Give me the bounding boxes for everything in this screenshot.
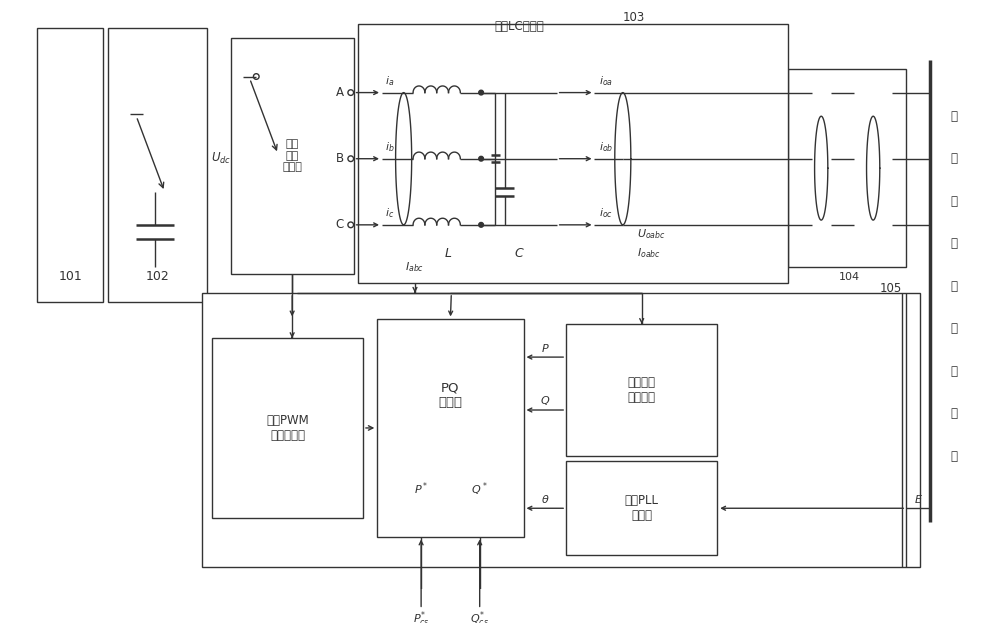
Text: $C$: $C$: [514, 247, 524, 260]
Text: B: B: [336, 152, 344, 165]
Bar: [566, 324, 717, 456]
Text: $P$: $P$: [541, 341, 549, 354]
Text: 第一功率
计算模块: 第一功率 计算模块: [628, 376, 656, 404]
Bar: [108, 28, 207, 302]
Text: 104: 104: [839, 272, 860, 282]
Text: 母: 母: [950, 407, 957, 421]
Text: $i_{ob}$: $i_{ob}$: [599, 140, 614, 155]
Circle shape: [479, 222, 483, 227]
Text: 线: 线: [950, 450, 957, 463]
Text: $i_b$: $i_b$: [385, 140, 394, 155]
Bar: [788, 69, 906, 267]
Text: A: A: [336, 86, 344, 99]
Bar: [358, 24, 788, 283]
Text: 105: 105: [879, 282, 902, 295]
Text: $\theta$: $\theta$: [541, 493, 549, 505]
Text: $U_{dc}$: $U_{dc}$: [211, 151, 231, 166]
Text: $I_{abc}$: $I_{abc}$: [405, 260, 425, 274]
Text: $i_c$: $i_c$: [385, 207, 394, 221]
Text: PQ
控制器: PQ 控制器: [438, 381, 462, 409]
Bar: [202, 293, 920, 567]
Text: 第一PWM
信号发生器: 第一PWM 信号发生器: [266, 414, 309, 442]
Text: 流: 流: [950, 365, 957, 378]
Text: 102: 102: [145, 270, 169, 283]
Text: 第一PLL
锁相环: 第一PLL 锁相环: [625, 494, 659, 522]
Text: $i_{oc}$: $i_{oc}$: [599, 207, 613, 221]
Bar: [212, 338, 363, 518]
Text: $L$: $L$: [444, 247, 452, 260]
Circle shape: [479, 90, 483, 95]
Text: $i_a$: $i_a$: [385, 74, 394, 88]
Text: 共: 共: [950, 280, 957, 293]
Text: $P_{cs}^{*}$: $P_{cs}^{*}$: [413, 609, 430, 623]
Text: 微: 微: [950, 110, 957, 123]
Text: 101: 101: [58, 270, 82, 283]
Text: 103: 103: [623, 11, 645, 24]
Text: 第一
三相
逆变桥: 第一 三相 逆变桥: [282, 140, 302, 173]
Text: $E$: $E$: [914, 493, 923, 505]
Bar: [231, 38, 354, 274]
Text: 第一LC滤波器: 第一LC滤波器: [494, 20, 544, 33]
Text: C: C: [336, 218, 344, 231]
Text: 交: 交: [950, 322, 957, 335]
Text: $P^*$: $P^*$: [414, 480, 428, 497]
Text: $Q^*$: $Q^*$: [471, 480, 488, 498]
Text: $U_{oabc}$: $U_{oabc}$: [637, 227, 666, 241]
Bar: [377, 320, 524, 536]
Text: $Q_{cs}^{*}$: $Q_{cs}^{*}$: [470, 609, 489, 623]
Bar: [37, 28, 103, 302]
Text: $Q$: $Q$: [540, 394, 550, 407]
Text: $i_{oa}$: $i_{oa}$: [599, 74, 613, 88]
Text: 电: 电: [950, 152, 957, 165]
Bar: [566, 461, 717, 556]
Text: 网: 网: [950, 195, 957, 207]
Text: $I_{oabc}$: $I_{oabc}$: [637, 246, 661, 260]
Circle shape: [479, 156, 483, 161]
Text: 公: 公: [950, 237, 957, 250]
